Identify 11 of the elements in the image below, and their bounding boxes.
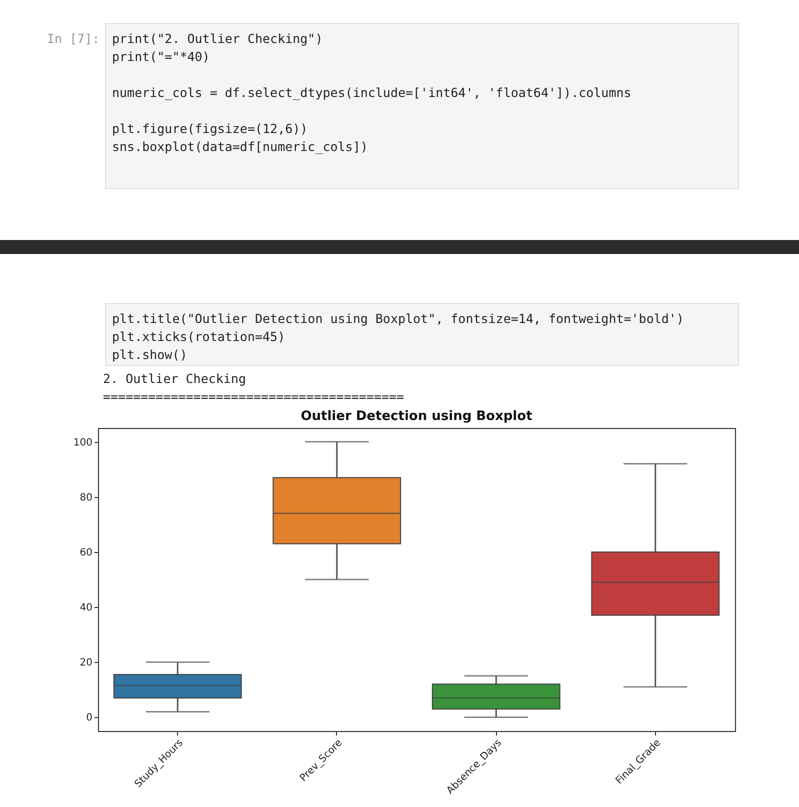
text: print("2. Outlier Checking") print("="*40) numeric_cols = df.select_dtypes(include=['int64', 'float64']).columns plt.figure(figsize=(12,6)) sns.boxplot(data=df[numeric_cols]) — [112, 31, 632, 154]
chart-title: Outlier Detection using Boxplot — [300, 409, 532, 424]
y-tick-label: 100 — [73, 437, 92, 448]
text: 2. Outlier Checking ======================================== — [103, 370, 404, 406]
y-tick-label: 0 — [86, 712, 92, 724]
text: In [7]: — [47, 30, 100, 48]
y-tick-label: 80 — [80, 492, 92, 504]
y-tick-label: 60 — [80, 547, 92, 558]
y-tick-label: 20 — [80, 658, 92, 669]
text: plt.title("Outlier Detection using Boxplot", fontsize=14, fontweight='bold') plt.xticks(rotation=45) plt.show() — [112, 310, 685, 364]
y-tick-label: 40 — [80, 602, 92, 614]
